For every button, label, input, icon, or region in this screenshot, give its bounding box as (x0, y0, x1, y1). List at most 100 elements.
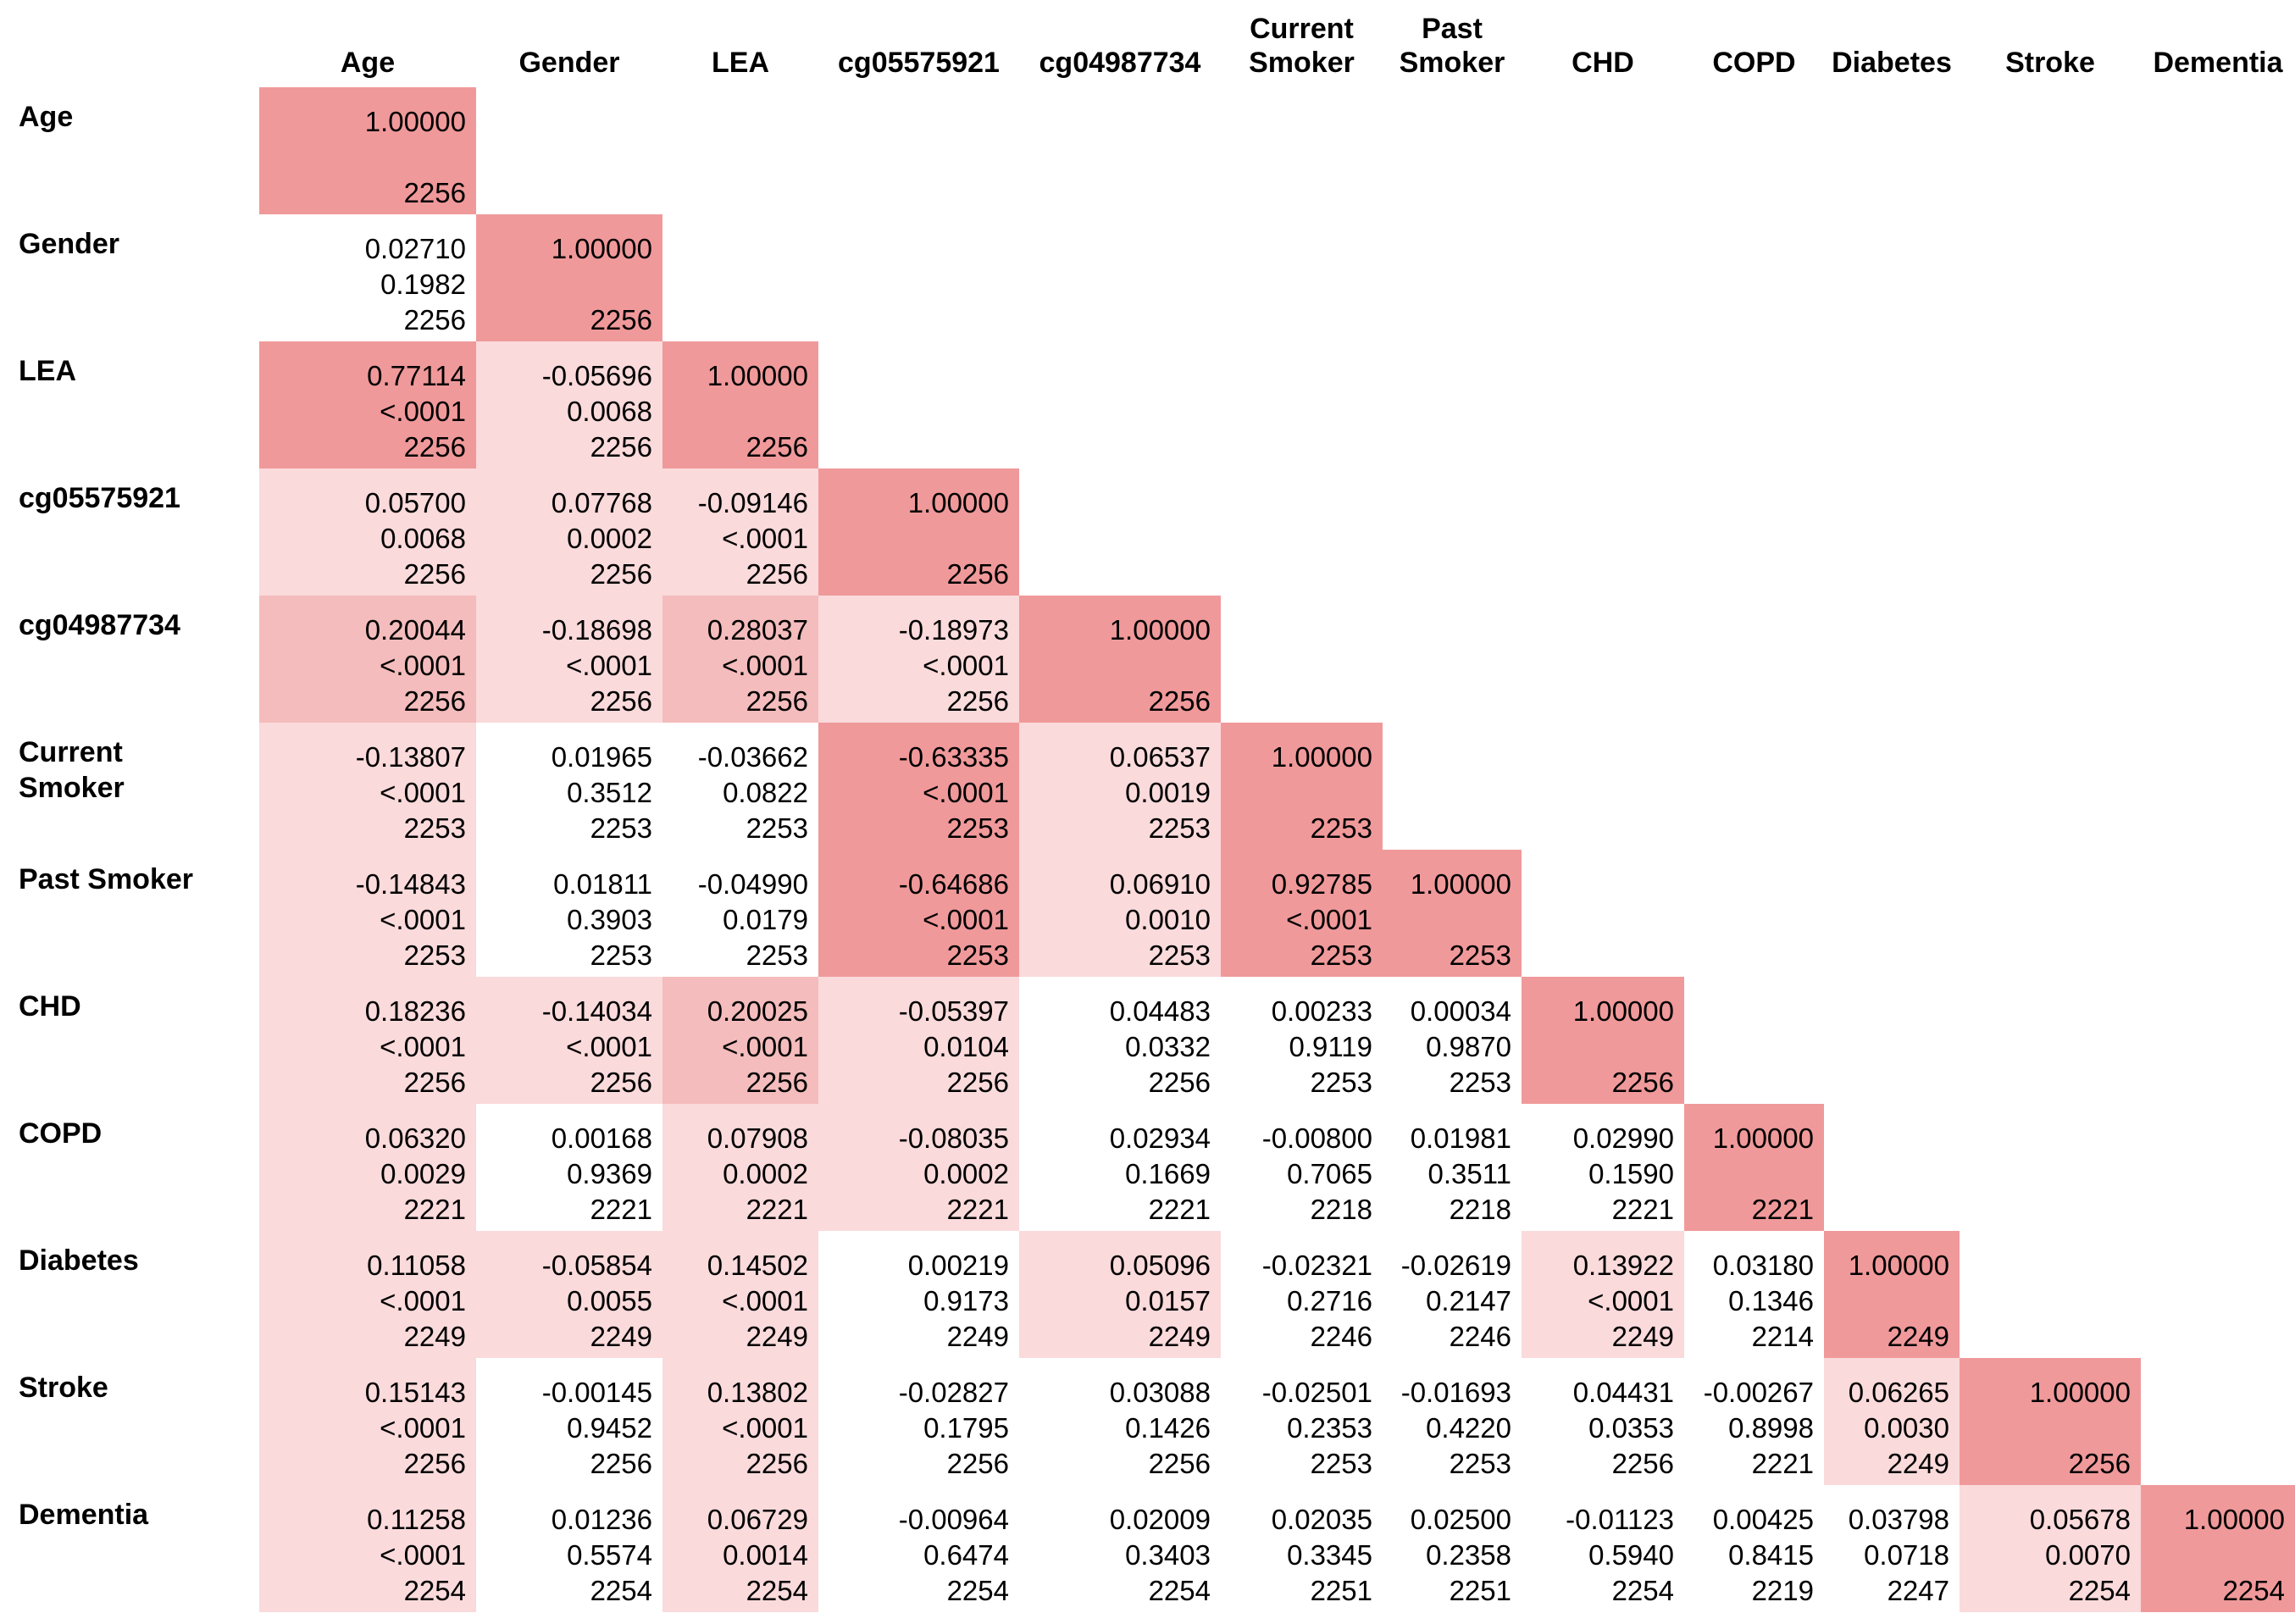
p-value: 0.0002 (923, 1158, 1009, 1189)
matrix-cell: 0.92785 <.0001 2253 (1221, 850, 1383, 977)
sample-size: 2256 (1611, 1067, 1674, 1098)
p-value: <.0001 (380, 904, 466, 935)
sample-size: 2256 (590, 558, 652, 590)
matrix-cell: 0.05678 0.0070 2254 (1960, 1485, 2141, 1612)
correlation-value: -0.18698 (541, 614, 652, 646)
correlation-value: -0.05854 (541, 1250, 652, 1281)
sample-size: 2221 (590, 1194, 652, 1225)
correlation-value: 0.02500 (1410, 1504, 1511, 1535)
matrix-cell: 0.01981 0.3511 2218 (1383, 1104, 1522, 1231)
p-value: 0.1590 (1588, 1158, 1674, 1189)
row-header: Dementia (19, 1499, 149, 1531)
matrix-cell: -0.00145 0.9452 2256 (476, 1358, 662, 1485)
correlation-value: 1.00000 (551, 233, 652, 264)
sample-size: 2256 (2068, 1448, 2131, 1479)
p-value: <.0001 (722, 1412, 808, 1444)
correlation-value: 1.00000 (2183, 1504, 2285, 1535)
column-header: Diabetes (1832, 47, 1952, 79)
correlation-value: 0.77114 (367, 360, 466, 391)
matrix-cell: 1.00000 2253 (1383, 850, 1522, 977)
matrix-cell: -0.04990 0.0179 2253 (662, 850, 818, 977)
p-value: 0.0332 (1125, 1031, 1211, 1062)
correlation-value: 0.92785 (1271, 868, 1372, 900)
p-value: 0.1426 (1125, 1412, 1211, 1444)
p-value: 0.0718 (1864, 1539, 1949, 1571)
column-header: Age (340, 47, 396, 79)
matrix-cell: 0.02009 0.3403 2254 (1019, 1485, 1221, 1612)
correlation-value: 1.00000 (1109, 614, 1211, 646)
sample-size: 2254 (746, 1575, 808, 1606)
correlation-value: -0.00800 (1261, 1122, 1372, 1154)
matrix-cell: 0.05096 0.0157 2249 (1019, 1231, 1221, 1358)
sample-size: 2253 (1310, 1067, 1372, 1098)
sample-size: 2256 (946, 1448, 1009, 1479)
matrix-cell: -0.64686 <.0001 2253 (818, 850, 1019, 977)
p-value: 0.0822 (723, 777, 808, 808)
correlation-value: 0.00034 (1410, 995, 1511, 1027)
sample-size: 2253 (403, 812, 466, 844)
matrix-cell: 0.18236 <.0001 2256 (259, 977, 476, 1104)
matrix-cell: 0.02934 0.1669 2221 (1019, 1104, 1221, 1231)
correlation-value: -0.13807 (355, 741, 466, 773)
matrix-cell: 0.06537 0.0019 2253 (1019, 723, 1221, 850)
matrix-cell: 1.00000 2253 (1221, 723, 1383, 850)
sample-size: 2221 (946, 1194, 1009, 1225)
sample-size: 2256 (1148, 1448, 1211, 1479)
correlation-value: -0.00964 (898, 1504, 1009, 1535)
correlation-value: 0.06910 (1109, 868, 1211, 900)
correlation-value: 0.00425 (1712, 1504, 1814, 1535)
matrix-cell: 0.01811 0.3903 2253 (476, 850, 662, 977)
row-header: CHD (19, 990, 81, 1023)
matrix-cell: -0.05397 0.0104 2256 (818, 977, 1019, 1104)
matrix-cell: 0.15143 <.0001 2256 (259, 1358, 476, 1485)
matrix-cell: 0.02710 0.1982 2256 (259, 214, 476, 341)
sample-size: 2253 (1449, 939, 1511, 971)
matrix-cell: -0.03662 0.0822 2253 (662, 723, 818, 850)
p-value: 0.0068 (380, 523, 466, 554)
sample-size: 2246 (1449, 1321, 1511, 1352)
matrix-cell: -0.18973 <.0001 2256 (818, 596, 1019, 723)
column-header: COPD (1712, 47, 1796, 79)
p-value: 0.2353 (1287, 1412, 1372, 1444)
matrix-cell: 1.00000 2249 (1824, 1231, 1960, 1358)
sample-size: 2253 (1310, 1448, 1372, 1479)
column-header: Current Smoker (1249, 13, 1355, 79)
correlation-value: 0.01236 (551, 1504, 652, 1535)
row-header: Stroke (19, 1372, 108, 1404)
sample-size: 2249 (403, 1321, 466, 1352)
correlation-value: 1.00000 (1712, 1122, 1814, 1154)
matrix-cell: 0.06910 0.0010 2253 (1019, 850, 1221, 977)
sample-size: 2256 (946, 558, 1009, 590)
matrix-cell: 0.03798 0.0718 2247 (1824, 1485, 1960, 1612)
row-header: Current Smoker (19, 736, 125, 804)
correlation-value: 0.02990 (1572, 1122, 1674, 1154)
matrix-cell: -0.00964 0.6474 2254 (818, 1485, 1019, 1612)
correlation-value: 0.06320 (364, 1122, 466, 1154)
matrix-cell: 1.00000 2256 (1960, 1358, 2141, 1485)
correlation-value: 0.28037 (707, 614, 808, 646)
correlation-value: -0.05397 (898, 995, 1009, 1027)
correlation-value: -0.00145 (541, 1377, 652, 1408)
p-value: 0.0157 (1125, 1285, 1211, 1316)
sample-size: 2253 (590, 939, 652, 971)
row-header: Age (19, 101, 74, 133)
matrix-cell: -0.02321 0.2716 2246 (1221, 1231, 1383, 1358)
sample-size: 2256 (746, 1067, 808, 1098)
sample-size: 2256 (1611, 1448, 1674, 1479)
row-header: LEA (19, 355, 76, 387)
p-value: 0.1346 (1728, 1285, 1814, 1316)
p-value: <.0001 (566, 1031, 652, 1062)
matrix-cell: 0.01965 0.3512 2253 (476, 723, 662, 850)
correlation-value: 1.00000 (1410, 868, 1511, 900)
matrix-cell: 0.07908 0.0002 2221 (662, 1104, 818, 1231)
sample-size: 2253 (1310, 939, 1372, 971)
column-header: Past Smoker (1399, 13, 1505, 79)
correlation-value: 0.15143 (364, 1377, 466, 1408)
sample-size: 2256 (1148, 1067, 1211, 1098)
p-value: 0.0179 (723, 904, 808, 935)
sample-size: 2256 (590, 304, 652, 335)
column-header: CHD (1572, 47, 1634, 79)
correlation-value: 0.02710 (364, 233, 466, 264)
sample-size: 2254 (2068, 1575, 2131, 1606)
sample-size: 2256 (1148, 685, 1211, 717)
